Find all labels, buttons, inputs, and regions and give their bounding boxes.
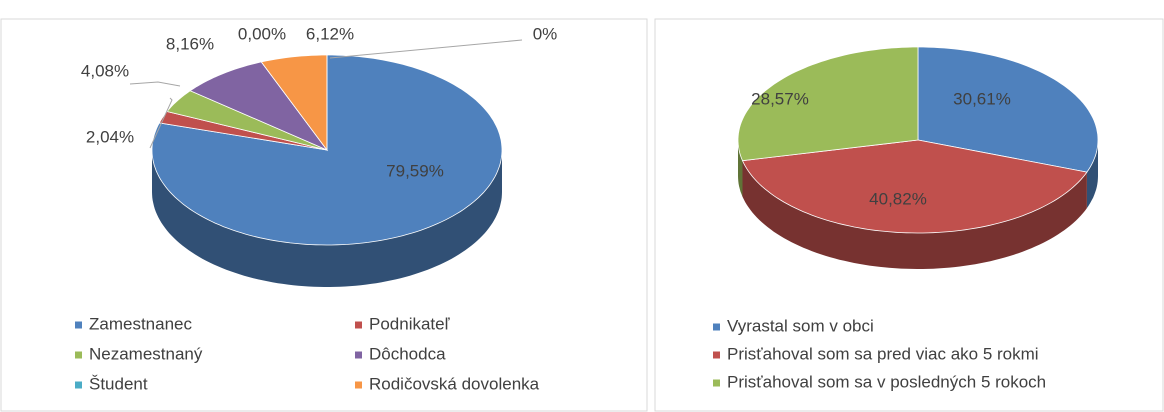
leader-line <box>149 97 173 149</box>
legend-label: Prisťahoval som sa v posledných 5 rokoch <box>727 372 1046 391</box>
data-label: 8,16% <box>166 34 214 53</box>
slice-side <box>742 160 1087 269</box>
legend-label: Zamestnanec <box>89 314 192 333</box>
slice <box>260 54 328 152</box>
legend-marker <box>75 351 82 359</box>
legend-label: Rodičovská dovolenka <box>369 374 540 393</box>
legend-marker <box>713 323 720 331</box>
legend-marker <box>355 381 362 389</box>
slice <box>741 139 1088 234</box>
slice <box>166 90 328 151</box>
legend-marker <box>355 351 362 359</box>
legend-label: Študent <box>89 374 148 393</box>
slice-side <box>152 150 502 287</box>
slice-side <box>738 140 743 197</box>
data-label: 28,57% <box>751 89 809 108</box>
legend-marker <box>75 381 82 389</box>
data-label: 6,12% <box>306 24 354 43</box>
leader-line <box>129 81 181 87</box>
legend-label: Dôchodca <box>369 344 446 363</box>
leader-line <box>329 39 523 59</box>
data-label: 0,00% <box>238 24 286 43</box>
data-label: 0% <box>533 24 558 43</box>
legend-marker <box>713 379 720 387</box>
data-label: 2,04% <box>86 127 134 146</box>
legend-marker <box>75 321 82 329</box>
slice <box>737 46 919 162</box>
legend-label: Vyrastal som v obci <box>727 316 874 335</box>
legend-label: Podnikateľ <box>369 314 451 333</box>
legend-marker <box>713 351 720 359</box>
legend-label: Prisťahoval som sa pred viac ako 5 rokmi <box>727 344 1039 363</box>
legend-label: Nezamestnaný <box>89 344 203 363</box>
data-label: 40,82% <box>869 189 927 208</box>
data-label: 4,08% <box>81 61 129 80</box>
slice <box>189 61 329 151</box>
data-label: 30,61% <box>953 89 1011 108</box>
slice <box>917 46 1099 173</box>
data-label: 79,59% <box>386 161 444 180</box>
legend-marker <box>355 321 362 329</box>
